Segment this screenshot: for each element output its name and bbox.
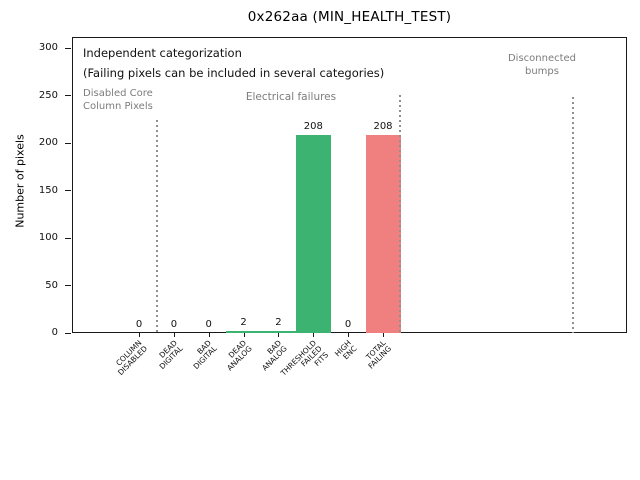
y-tick-mark (65, 285, 71, 286)
x-tick-label: TOTAL FAILING (364, 338, 394, 371)
x-tick-label: COLUMN DISABLED (114, 338, 150, 378)
bar-value-label: 208 (373, 121, 393, 133)
group-separator-line (572, 97, 574, 333)
bar-dead-analog (226, 331, 262, 333)
bar-value-label: 0 (344, 319, 352, 330)
chart-title: 0x262aa (MIN_HEALTH_TEST) (247, 9, 452, 25)
bar-value-label: 0 (205, 319, 212, 330)
y-tick-mark (65, 237, 71, 239)
group-separator-line (399, 95, 401, 333)
group-label-disabled-core: Disabled Core Column Pixels (83, 88, 153, 112)
x-tick-mark (243, 333, 245, 337)
x-tick-mark (208, 333, 210, 337)
x-tick-label: BAD DIGITAL (192, 338, 220, 372)
y-tick-label: 200 (38, 137, 58, 148)
y-tick-label: 100 (38, 232, 58, 243)
y-axis-label: Number of pixels (13, 134, 27, 228)
y-tick-mark (65, 47, 71, 49)
y-tick-mark (65, 332, 71, 334)
x-tick-mark (139, 333, 140, 337)
y-tick-label: 300 (38, 42, 58, 53)
failing-pixels-note: (Failing pixels can be included in sever… (83, 66, 385, 80)
bar-threshold-failed-fits (295, 135, 331, 333)
bar-value-label: 2 (275, 317, 282, 329)
bar-value-label: 0 (170, 319, 178, 330)
bar-value-label: 208 (303, 121, 323, 133)
bar-bad-analog (260, 331, 296, 333)
plot-area (72, 37, 627, 333)
x-tick-mark (278, 333, 280, 337)
group-separator-line (156, 120, 158, 333)
bar-total-failing (365, 135, 401, 333)
x-tick-label: HIGH ENC (332, 338, 359, 362)
y-tick-label: 0 (51, 327, 58, 338)
y-tick-label: 250 (38, 89, 58, 101)
group-label-disconnected-bumps: Disconnected bumps (507, 53, 577, 77)
x-tick-mark (173, 333, 175, 337)
x-tick-label: DEAD DIGITAL (157, 338, 185, 372)
y-tick-mark (65, 190, 71, 191)
y-tick-label: 150 (38, 184, 58, 196)
group-label-electrical-failures: Electrical failures (245, 91, 337, 103)
x-tick-label: DEAD ANALOG (225, 338, 255, 373)
y-tick-mark (65, 95, 71, 96)
y-tick-label: 50 (45, 279, 58, 291)
x-tick-mark (383, 333, 384, 337)
x-tick-mark (313, 333, 315, 337)
x-tick-mark (348, 333, 350, 337)
independent-categorization-note: Independent categorization (83, 46, 242, 60)
y-tick-mark (65, 142, 71, 144)
x-tick-label: THRESHOLD FAILED FITS (278, 338, 330, 378)
bar-value-label: 0 (135, 319, 143, 330)
bar-value-label: 2 (240, 317, 247, 329)
